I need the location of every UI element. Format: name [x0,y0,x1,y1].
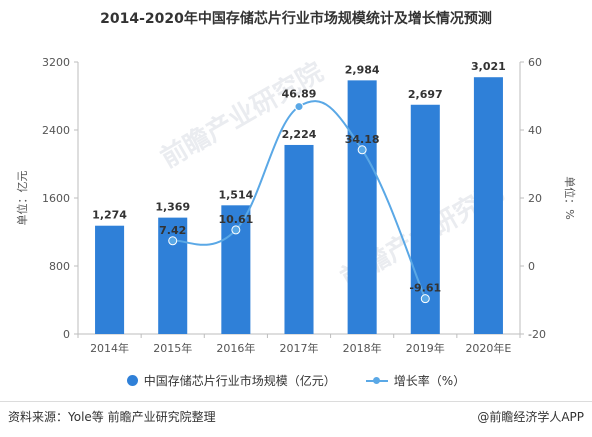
left-tick-label: 2400 [42,124,70,137]
right-tick-label: 40 [528,124,542,137]
bar-value-label: 1,274 [92,209,127,222]
bar-value-label: 2,697 [408,88,443,101]
legend-label-line: 增长率（%） [393,374,466,388]
chart-title: 2014-2020年中国存储芯片行业市场规模统计及增长情况预测 [100,11,492,27]
bar [347,80,377,334]
right-axis-title: 单位：% [563,176,577,219]
left-tick-label: 800 [49,260,70,273]
x-tick-label: 2017年 [280,341,319,355]
x-tick-label: 2019年 [406,341,445,355]
right-tick-label: -20 [528,328,546,341]
bar-value-label: 2,224 [282,128,317,141]
right-tick-label: 0 [528,260,535,273]
x-tick-label: 2020年E [465,341,511,355]
line-point [168,236,178,246]
brand-text: @前瞻经济学人APP [477,410,584,424]
footer-divider [0,401,592,402]
right-tick-label: 20 [528,192,542,205]
bar-value-label: 1,369 [155,201,190,214]
bar [284,144,314,334]
x-tick-label: 2015年 [153,341,192,355]
brand: @前瞻经济学人APP [477,408,584,425]
line-point [357,145,367,155]
line-point [231,225,241,235]
x-tick-label: 2016年 [216,341,255,355]
left-tick-label: 0 [63,328,70,341]
bar-value-label: 1,514 [218,188,253,201]
legend: 中国存储芯片行业市场规模（亿元） 增长率（%） [0,372,592,389]
line-value-label: 34.18 [345,133,380,146]
source-note: 资料来源：Yole等 前瞻产业研究院整理 [8,410,216,424]
legend-item-line[interactable]: 增长率（%） [365,372,466,389]
bar-legend-swatch [126,375,138,386]
right-tick-label: 60 [528,56,542,69]
line-value-label: -9.61 [409,282,441,295]
bar-value-label: 3,021 [471,60,506,73]
legend-item-bar[interactable]: 中国存储芯片行业市场规模（亿元） [126,372,336,389]
line-point [420,294,430,304]
left-tick-label: 3200 [42,56,70,69]
bar [473,77,503,334]
bar-value-label: 2,984 [345,63,380,76]
left-tick-label: 1600 [42,192,70,205]
line-value-label: 46.89 [282,88,317,101]
left-axis-title: 单位：亿元 [15,171,29,226]
line-value-label: 7.42 [159,224,186,237]
x-tick-label: 2018年 [343,341,382,355]
footer: 资料来源：Yole等 前瞻产业研究院整理 @前瞻经济学人APP [8,408,584,425]
line-legend-swatch [365,375,388,386]
x-tick-label: 2014年 [90,341,129,355]
line-point [294,102,304,112]
line-value-label: 10.61 [218,213,253,226]
bar [95,225,125,334]
legend-label-bar: 中国存储芯片行业市场规模（亿元） [143,374,336,388]
